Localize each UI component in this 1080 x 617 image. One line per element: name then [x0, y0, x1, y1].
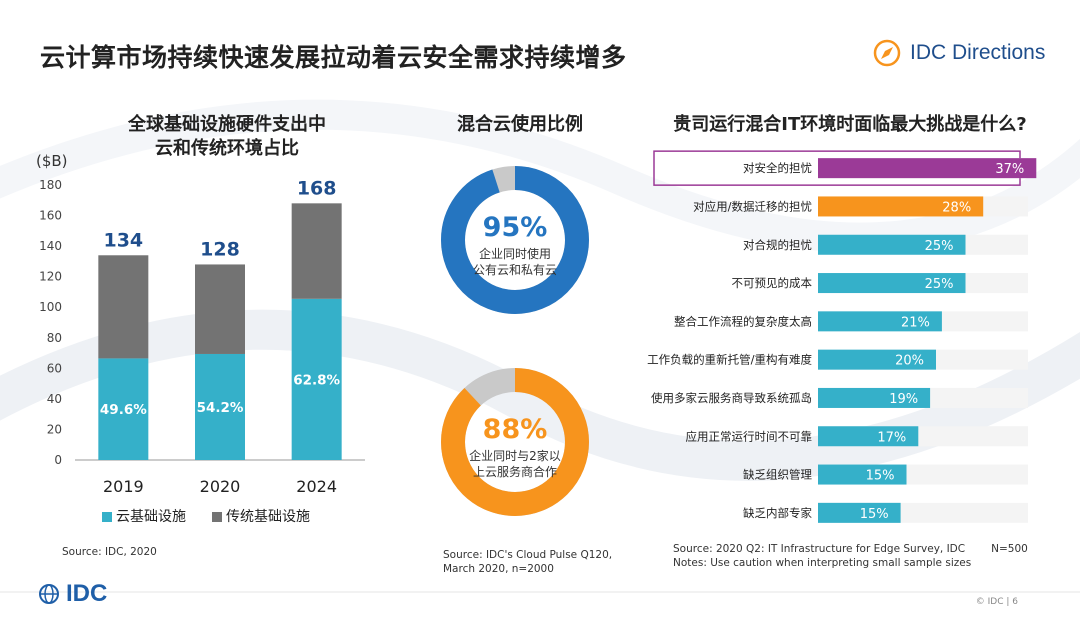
hbar [818, 273, 966, 294]
footer-logo-text: IDC [66, 580, 108, 607]
donut-percent: 95% [483, 212, 548, 243]
donut-source: Source: IDC's Cloud Pulse Q120, March 20… [443, 548, 612, 576]
donut-percent: 88% [483, 414, 548, 445]
legend-item-traditional: 传统基础设施 [212, 506, 310, 526]
hbar-category-label: 整合工作流程的复杂度太高 [674, 314, 812, 328]
horizontal-bar-chart: 37% 对安全的担忧 28% 对应用/数据迁移的担忧 25% 对合规的担忧 25% 不可预见的… [647, 150, 1037, 523]
bar-cloud-segment [195, 353, 245, 460]
legend-label-cloud: 云基础设施 [116, 509, 186, 525]
hbar-category-label: 应用正常运行时间不可靠 [686, 429, 813, 443]
bar-traditional-segment [291, 203, 342, 299]
hbar-value-label: 25% [925, 277, 954, 292]
donut-panel-title: 混合云使用比例 [457, 114, 583, 135]
y-tick-label: 40 [47, 392, 62, 406]
hbar [818, 311, 942, 332]
bar-total-label: 168 [297, 177, 337, 199]
bar-segment-label: 49.6% [100, 402, 147, 418]
donut-caption: 企业同时与2家以 [469, 448, 561, 463]
page-number: © IDC | 6 [975, 597, 1018, 607]
y-tick-label: 80 [47, 331, 62, 345]
x-tick-label: 2019 [103, 477, 144, 496]
hbar-category-label: 缺乏内部专家 [743, 506, 812, 520]
hbar-value-label: 21% [901, 315, 930, 330]
y-tick-label: 20 [47, 422, 62, 436]
hbar-source: Source: 2020 Q2: IT Infrastructure for E… [673, 542, 1053, 570]
bar-total-label: 134 [103, 229, 143, 251]
donut-value-arc [441, 368, 589, 516]
y-axis-label: ($B) [36, 152, 68, 170]
bar-cloud-segment [291, 298, 342, 460]
hbar [818, 196, 984, 217]
hbar-source-text: Source: 2020 Q2: IT Infrastructure for E… [673, 543, 966, 555]
y-tick-label: 60 [47, 361, 62, 375]
bar-chart-source: Source: IDC, 2020 [62, 546, 157, 558]
y-tick-label: 120 [39, 270, 62, 284]
hbar-sample-size: N=500 [991, 543, 1028, 555]
y-tick-label: 0 [54, 453, 62, 467]
y-tick-label: 180 [39, 178, 62, 192]
hbar-value-label: 25% [925, 239, 954, 254]
donut-caption: 上云服务商合作 [473, 464, 557, 479]
hbar-value-label: 15% [866, 469, 895, 484]
brand-logo: IDC Directions [872, 38, 1045, 68]
hbar-source-line-1: Source: 2020 Q2: IT Infrastructure for E… [673, 542, 1053, 556]
hbar-category-label: 对应用/数据迁移的担忧 [693, 199, 812, 213]
hbar-category-label: 使用多家云服务商导致系统孤岛 [651, 391, 812, 405]
hbar [818, 464, 907, 485]
hbar-category-label: 对合规的担忧 [743, 238, 812, 252]
stacked-bar-chart: ($B) 0 20 40 60 80 100 120 140 160 180 49.6% 134 2019… [36, 152, 365, 496]
hbar [818, 349, 936, 370]
hbar-category-label: 缺乏组织管理 [743, 468, 812, 482]
y-tick-label: 160 [39, 209, 62, 223]
hbar [818, 502, 901, 523]
y-tick-label: 100 [39, 300, 62, 314]
hbar [818, 387, 931, 408]
hbar [818, 234, 966, 255]
page-title: 云计算市场持续快速发展拉动着云安全需求持续增多 [40, 43, 627, 72]
hbar-value-label: 20% [895, 354, 924, 369]
donut-source-line-2: March 2020, n=2000 [443, 563, 554, 575]
hbar-category-label: 对安全的担忧 [743, 161, 812, 175]
legend-item-cloud: 云基础设施 [102, 506, 186, 526]
bar-cloud-segment [98, 358, 149, 460]
bar-segment-label: 54.2% [197, 400, 244, 416]
brand-name: IDC Directions [910, 41, 1046, 64]
globe-icon [39, 584, 59, 604]
bar-total-label: 128 [200, 238, 240, 260]
bar-legend: 云基础设施 传统基础设施 [102, 506, 310, 526]
bar-segment-label: 62.8% [293, 372, 340, 388]
hbar [818, 426, 919, 447]
x-tick-label: 2024 [296, 477, 337, 496]
hbar-source-line-2: Notes: Use caution when interpreting sma… [673, 557, 972, 569]
bar-traditional-segment [98, 255, 149, 359]
donut-caption: 企业同时使用 [479, 246, 551, 261]
bar-traditional-segment [195, 264, 245, 354]
hbar-value-label: 19% [889, 392, 918, 407]
hbar-value-label: 15% [860, 507, 889, 522]
hbar-value-label: 17% [877, 430, 906, 445]
y-tick-label: 140 [39, 239, 62, 253]
hbar-category-label: 工作负载的重新托管/重构有难度 [647, 353, 812, 367]
donut-value-arc [441, 166, 589, 314]
bar-chart-title-line-1: 全球基础设施硬件支出中 [128, 114, 326, 135]
hbar-value-label: 37% [995, 162, 1024, 177]
donut-caption: 公有云和私有云 [473, 263, 557, 277]
legend-swatch-cloud [102, 512, 112, 522]
legend-swatch-traditional [212, 512, 222, 522]
x-tick-label: 2020 [200, 477, 241, 496]
donut-source-line-1: Source: IDC's Cloud Pulse Q120, [443, 549, 613, 561]
bar-chart-title: 全球基础设施硬件支出中 云和传统环境占比 [62, 113, 392, 161]
hbar-value-label: 28% [942, 200, 971, 215]
hbar-category-label: 不可预见的成本 [732, 276, 813, 290]
hbar-chart-title: 贵司运行混合IT环境时面临最大挑战是什么? [673, 114, 1027, 135]
hbar [818, 158, 1037, 179]
legend-label-traditional: 传统基础设施 [226, 509, 310, 525]
bar-chart-title-line-2: 云和传统环境占比 [155, 138, 299, 159]
compass-icon [873, 39, 901, 67]
footer-logo: IDC [38, 580, 107, 608]
